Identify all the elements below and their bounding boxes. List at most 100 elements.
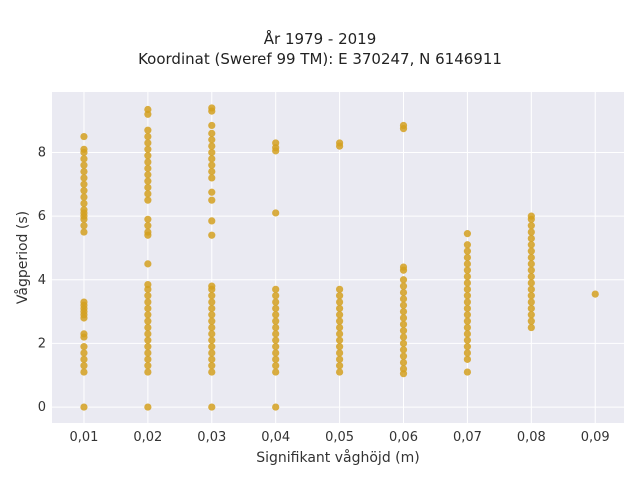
- data-point: [144, 355, 152, 363]
- data-point: [272, 362, 280, 370]
- data-point: [463, 311, 472, 319]
- data-point: [272, 323, 280, 332]
- data-point: [208, 161, 216, 169]
- data-point: [335, 336, 344, 344]
- data-point: [80, 343, 88, 351]
- data-point: [80, 298, 88, 306]
- data-points: [80, 104, 599, 411]
- data-point: [272, 336, 280, 344]
- y-tick-label: 2: [38, 336, 46, 351]
- data-point: [399, 263, 408, 271]
- data-point: [463, 323, 472, 332]
- data-point: [527, 304, 535, 313]
- data-point: [399, 352, 408, 360]
- data-point: [144, 368, 152, 376]
- data-point: [463, 298, 472, 306]
- data-point: [144, 280, 152, 289]
- data-point: [208, 343, 216, 351]
- data-point: [144, 311, 152, 319]
- data-point: [80, 222, 88, 230]
- data-point: [144, 126, 152, 134]
- data-point: [208, 304, 216, 313]
- data-point: [144, 190, 152, 198]
- x-axis-ticks: 0,01 0,02 0,03 0,04 0,05 0,06 0,07 0,08 0,09: [69, 430, 609, 445]
- data-point: [463, 292, 472, 300]
- data-point: [144, 145, 152, 153]
- data-point: [208, 336, 216, 344]
- data-point: [399, 339, 408, 348]
- data-point: [335, 298, 344, 306]
- data-point: [208, 174, 216, 182]
- data-point: [399, 301, 408, 309]
- data-point: [527, 323, 535, 332]
- data-point: [399, 282, 408, 290]
- data-point: [80, 155, 88, 163]
- data-point: [335, 323, 344, 332]
- y-tick-label: 8: [38, 145, 46, 160]
- data-point: [144, 292, 152, 300]
- data-point: [463, 285, 472, 293]
- x-tick-label: 0,09: [581, 430, 610, 445]
- data-point: [80, 206, 88, 214]
- data-point: [272, 292, 280, 300]
- data-point: [272, 311, 280, 319]
- data-point: [208, 368, 216, 376]
- data-point: [463, 266, 472, 274]
- data-point: [144, 403, 152, 411]
- x-tick-label: 0,03: [197, 430, 226, 445]
- data-point: [208, 155, 216, 163]
- data-point: [80, 167, 88, 176]
- data-point: [80, 355, 88, 363]
- data-point: [208, 129, 216, 137]
- data-point: [144, 362, 152, 370]
- data-point: [208, 231, 216, 239]
- x-tick-label: 0,05: [325, 430, 354, 445]
- data-point: [335, 349, 344, 357]
- data-point: [272, 330, 280, 338]
- data-point: [80, 161, 88, 169]
- data-point: [80, 187, 88, 195]
- data-point: [463, 343, 472, 351]
- data-point: [208, 323, 216, 332]
- data-point: [527, 234, 535, 243]
- data-point: [335, 139, 344, 147]
- data-point: [80, 199, 88, 207]
- data-point: [208, 292, 216, 300]
- data-point: [144, 164, 152, 172]
- x-tick-label: 0,08: [517, 430, 546, 445]
- data-point: [80, 228, 88, 236]
- data-point: [208, 148, 216, 157]
- y-tick-label: 0: [38, 400, 46, 415]
- data-point: [208, 104, 216, 112]
- data-point: [335, 292, 344, 300]
- data-point: [208, 196, 216, 204]
- data-point: [208, 121, 216, 130]
- data-point: [144, 343, 152, 351]
- x-tick-label: 0,06: [389, 430, 418, 445]
- data-point: [399, 314, 408, 322]
- data-point: [208, 403, 216, 411]
- data-point: [399, 295, 408, 303]
- data-point: [208, 349, 216, 357]
- data-point: [80, 180, 88, 188]
- data-point: [527, 247, 535, 255]
- data-point: [144, 158, 152, 166]
- data-point: [335, 311, 344, 319]
- data-point: [272, 298, 280, 306]
- data-point: [335, 304, 344, 313]
- data-point: [144, 228, 152, 236]
- y-tick-label: 6: [38, 209, 46, 224]
- data-point: [591, 290, 599, 298]
- data-point: [208, 362, 216, 370]
- data-point: [527, 272, 535, 281]
- data-point: [463, 368, 472, 376]
- data-point: [399, 365, 408, 373]
- data-point: [80, 362, 88, 370]
- data-point: [527, 253, 535, 262]
- data-point: [527, 241, 535, 249]
- data-point: [335, 317, 344, 325]
- data-point: [463, 349, 472, 357]
- data-point: [208, 217, 216, 225]
- x-tick-label: 0,01: [69, 430, 98, 445]
